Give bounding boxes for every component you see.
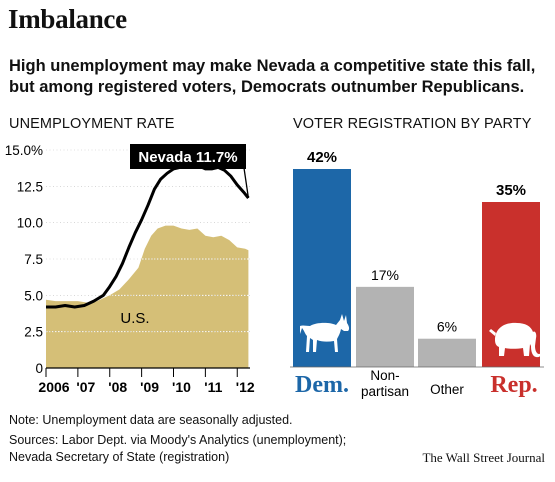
x-tick-label: 2006 [38,379,69,395]
publisher-credit: The Wall Street Journal [422,450,545,465]
nevada-callout-leader [243,167,250,199]
x-tick-label: '12 [236,379,255,395]
y-tick-label: 10.0 [17,216,43,231]
y-tick-label: 0 [35,361,43,376]
footnote: Note: Unemployment data are seasonally a… [9,413,293,427]
y-tick-label: 5.0 [24,288,43,303]
source-line-2: Nevada Secretary of State (registration) [9,450,230,464]
nevada-callout-box [130,144,246,169]
category-label-rep: Rep. [490,372,537,398]
donkey-shape [300,314,350,352]
bar-data-label: 35% [496,182,526,199]
unemployment-panel-title: UNEMPLOYMENT RATE [9,116,175,132]
bar-other [418,338,476,367]
chart-subtitle: High unemployment may make Nevada a comp… [9,57,536,96]
source-line-1: Sources: Labor Dept. via Moody's Analyti… [9,433,347,447]
category-label-other: Other [430,382,464,397]
bar-data-label: 17% [371,267,399,283]
category-label-nonpartisan: Non-partisan [361,368,409,399]
x-tick-label: '08 [108,379,127,395]
x-tick-label: '10 [172,379,191,395]
donkey-icon [300,314,350,352]
us-unemployment-area [46,225,249,368]
bar-data-label: 6% [437,319,457,335]
y-tick-label: 15.0% [5,143,43,158]
x-tick-label: '11 [204,379,222,395]
elephant-tail [489,329,496,336]
chart-title: Imbalance [8,4,127,34]
x-tick-label: '09 [140,379,159,395]
voter-panel-title: VOTER REGISTRATION BY PARTY [293,116,532,132]
us-series-label: U.S. [120,310,149,327]
category-label-dem: Dem. [295,372,349,398]
nevada-callout-text: Nevada 11.7% [138,149,237,166]
bar-data-label: 42% [307,149,337,166]
y-tick-label: 12.5 [17,179,43,194]
elephant-icon [489,322,543,358]
x-tick-label: '07 [76,379,95,395]
y-tick-label: 7.5 [24,252,43,267]
bar-nonpartisan [356,286,414,367]
y-tick-label: 2.5 [24,325,43,340]
elephant-shape [495,322,543,358]
